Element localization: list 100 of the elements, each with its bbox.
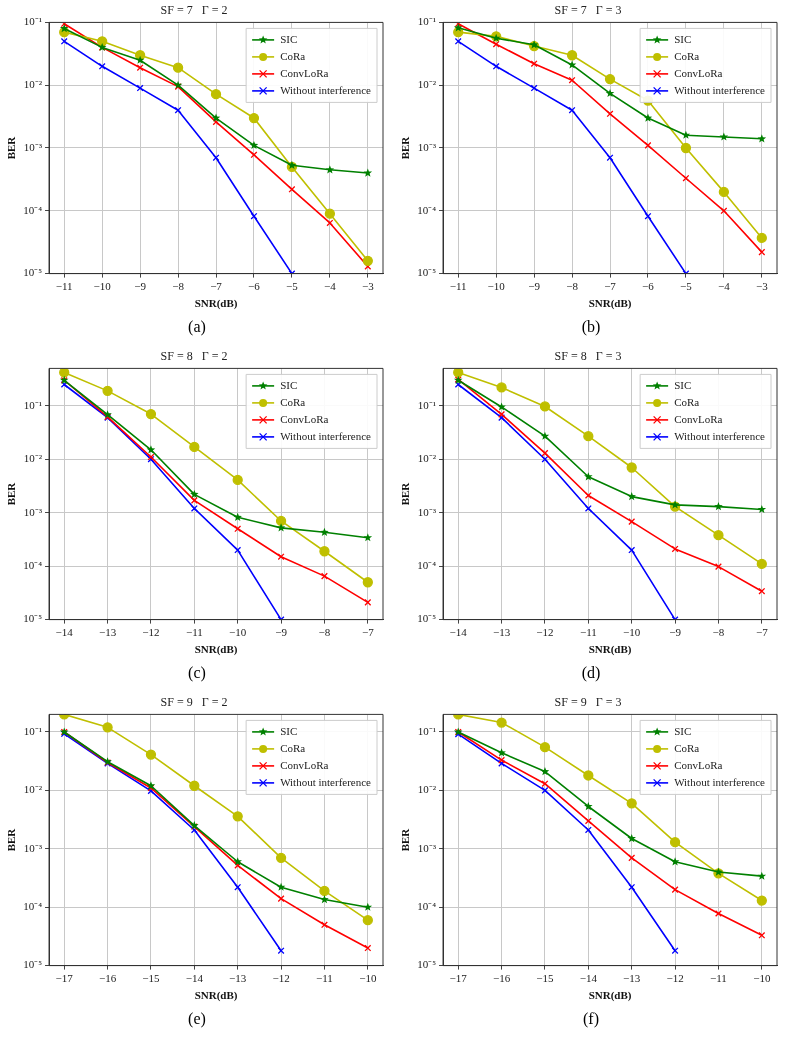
y-axis-title: BER [5,135,18,160]
x-tick-label: −10 [487,280,506,293]
legend-label: ConvLoRa [674,758,723,771]
y-tick-label: 10⁻⁵ [417,266,437,279]
y-tick-label: 10⁻⁵ [23,266,43,279]
legend-label: Without interference [280,429,372,442]
y-tick-label: 10⁻⁴ [23,900,43,913]
legend-label: Without interference [280,83,372,96]
y-axis-title: BER [399,135,412,160]
x-tick-label: −10 [93,280,112,293]
x-tick-label: −9 [134,280,147,293]
legend-label: CoRa [674,741,700,754]
x-axis-title: SNR(dB) [194,643,238,657]
x-tick-label: −13 [98,626,117,639]
y-axis-title: BER [399,827,412,852]
text: (b) [580,318,602,338]
y-tick-label: 10⁻¹ [417,15,437,28]
x-tick-label: −3 [755,280,769,293]
legend-label: SIC [280,378,298,391]
legend-label: ConvLoRa [280,412,329,425]
x-tick-label: −4 [718,280,731,293]
x-tick-label: −4 [324,280,337,293]
chart-title: SF = 8 Γ = 3 [554,349,622,364]
x-tick-label: −14 [55,626,74,639]
chart-title: SF = 7 Γ = 3 [554,3,622,18]
y-axis-title: BER [399,481,412,506]
legend-label: Without interference [674,83,766,96]
text: (f) [582,1010,600,1030]
legend-label: CoRa [280,395,306,408]
x-tick-label: −6 [248,280,261,293]
y-tick-label: 10⁻⁵ [23,958,43,971]
x-tick-label: −8 [566,280,579,293]
x-tick-label: −16 [98,972,117,985]
legend-label: CoRa [674,49,700,62]
legend-label: Without interference [674,775,766,788]
y-axis-title: BER [5,827,18,852]
legend-label: ConvLoRa [674,66,723,79]
x-tick-label: −5 [680,280,693,293]
x-tick-label: −11 [185,626,203,639]
y-tick-label: 10⁻² [23,78,43,91]
text: (d) [580,664,602,684]
y-tick-label: 10⁻¹ [23,724,43,737]
x-axis-title: SNR(dB) [194,297,238,311]
y-tick-label: 10⁻⁵ [417,958,437,971]
x-tick-label: −17 [449,972,468,985]
y-tick-label: 10⁻⁴ [417,203,437,216]
legend-label: CoRa [674,395,700,408]
x-tick-label: −8 [172,280,185,293]
x-tick-label: −15 [142,972,161,985]
chart-title: SF = 9 Γ = 3 [554,695,622,710]
y-tick-label: 10⁻² [417,78,437,91]
chart-title: SF = 8 Γ = 2 [160,349,228,364]
x-tick-label: −10 [359,972,377,985]
legend-label: SIC [674,724,692,737]
x-tick-label: −13 [492,626,511,639]
y-tick-label: 10⁻² [23,452,43,465]
x-tick-label: −12 [666,972,684,985]
text: (e) [187,1010,207,1030]
legend-label: SIC [674,32,692,45]
y-tick-label: 10⁻¹ [417,724,437,737]
legend-label: ConvLoRa [280,66,329,79]
y-tick-label: 10⁻³ [417,841,437,854]
x-tick-label: −17 [55,972,74,985]
x-tick-label: −15 [536,972,555,985]
chart-title: SF = 9 Γ = 2 [160,695,228,710]
text: (a) [187,318,207,338]
legend-label: Without interference [280,775,372,788]
x-tick-label: −11 [579,626,597,639]
y-tick-label: 10⁻¹ [23,398,43,411]
y-tick-label: 10⁻¹ [23,15,43,28]
text: (c) [187,664,207,684]
x-tick-label: −5 [286,280,299,293]
y-tick-label: 10⁻³ [417,505,437,518]
y-axis-title: BER [5,481,18,506]
x-tick-label: −10 [753,972,771,985]
x-tick-label: −14 [449,626,468,639]
x-axis-title: SNR(dB) [588,989,632,1003]
legend-label: SIC [280,32,298,45]
x-tick-label: −11 [710,972,727,985]
x-tick-label: −7 [755,626,769,639]
x-tick-label: −10 [623,626,641,639]
x-tick-label: −8 [318,626,331,639]
legend-label: ConvLoRa [280,758,329,771]
x-tick-label: −11 [449,280,467,293]
y-tick-label: 10⁻⁵ [23,612,43,625]
legend-label: SIC [674,378,692,391]
y-tick-label: 10⁻⁴ [417,559,437,572]
legend-label: SIC [280,724,298,737]
x-axis-title: SNR(dB) [588,643,632,657]
x-tick-label: −14 [579,972,598,985]
y-tick-label: 10⁻⁴ [23,203,43,216]
x-tick-label: −6 [642,280,655,293]
x-tick-label: −13 [229,972,247,985]
x-tick-label: −11 [316,972,333,985]
x-axis-title: SNR(dB) [588,297,632,311]
x-tick-label: −12 [142,626,160,639]
x-tick-label: −7 [361,626,375,639]
x-tick-label: −16 [492,972,511,985]
x-axis-title: SNR(dB) [194,989,238,1003]
x-tick-label: −12 [272,972,290,985]
